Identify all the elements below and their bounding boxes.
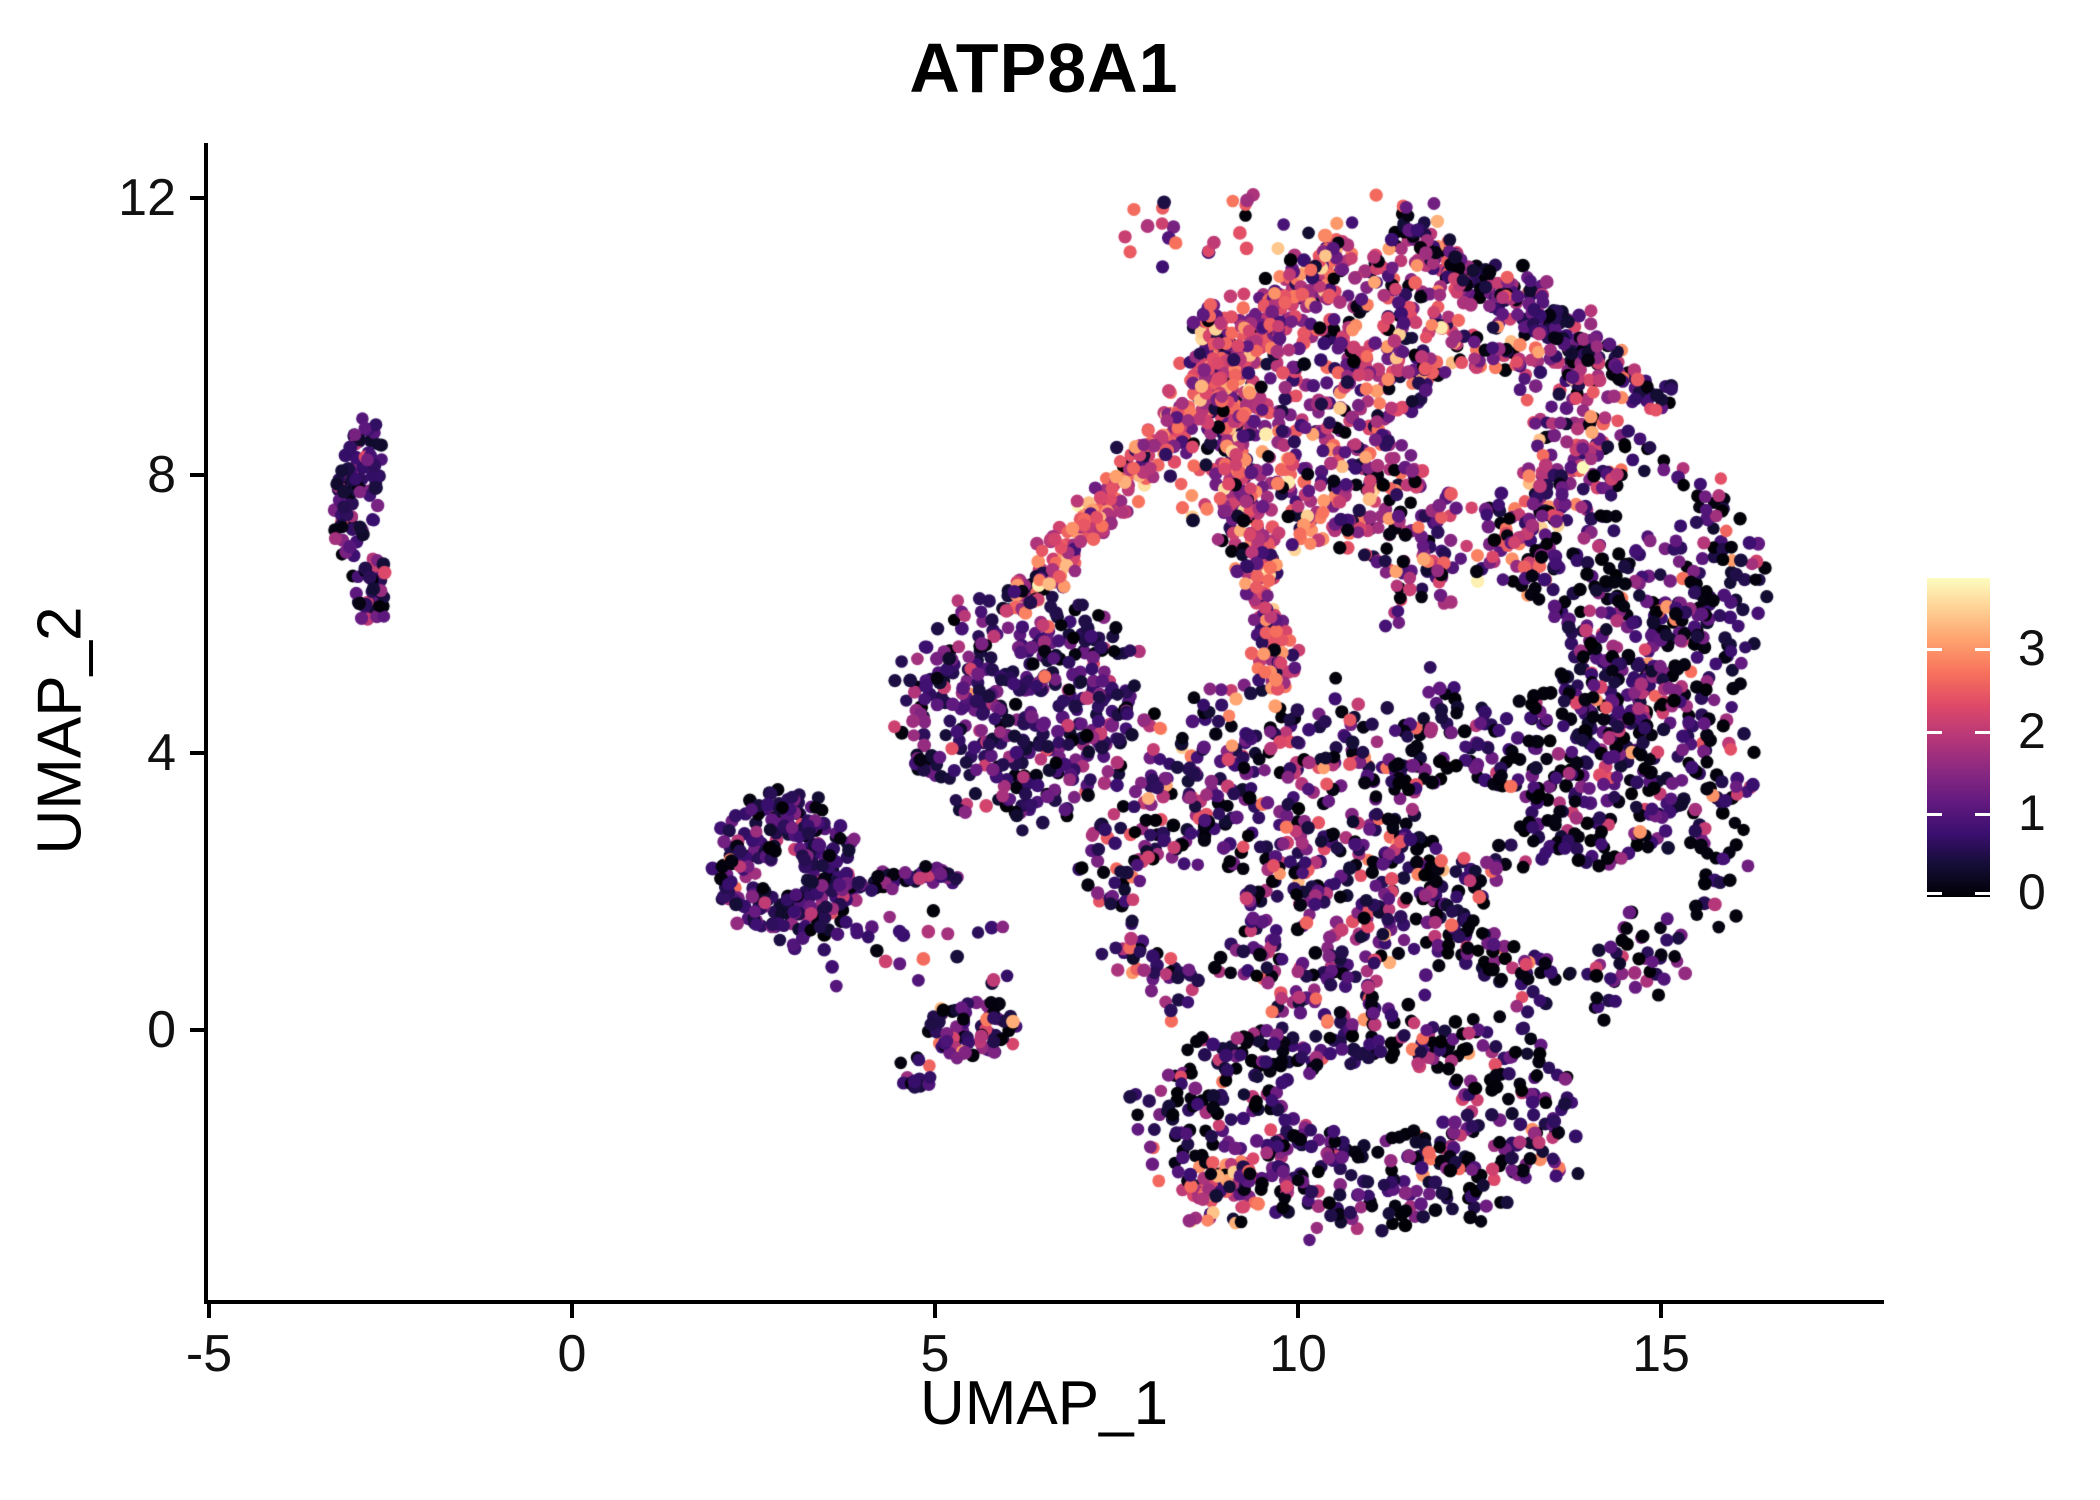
colorbar-tick-label: 3 bbox=[2018, 620, 2046, 677]
y-tick-mark bbox=[190, 196, 204, 201]
colorbar-tick-label: 2 bbox=[2018, 702, 2046, 759]
colorbar-tick-mark bbox=[1927, 813, 1942, 817]
y-axis-title: UMAP_2 bbox=[25, 606, 95, 855]
y-tick-mark bbox=[190, 1028, 204, 1032]
x-tick-label: -5 bbox=[185, 1325, 233, 1383]
y-tick-label: 0 bbox=[147, 1001, 176, 1059]
x-tick-label: 0 bbox=[557, 1325, 587, 1383]
y-axis-line bbox=[204, 143, 208, 1304]
colorbar-tick-mark bbox=[1927, 648, 1942, 652]
x-tick-mark bbox=[933, 1304, 937, 1318]
x-tick-mark bbox=[1659, 1304, 1663, 1318]
y-tick-mark bbox=[190, 750, 204, 755]
y-tick-mark bbox=[190, 473, 204, 478]
colorbar-tick-label: 0 bbox=[2018, 864, 2046, 920]
x-tick-label: 10 bbox=[1269, 1325, 1327, 1383]
x-axis-title: UMAP_1 bbox=[919, 1369, 1169, 1438]
colorbar-tick-mark bbox=[1975, 892, 1990, 895]
x-tick-mark bbox=[1296, 1304, 1300, 1318]
x-tick-label: 5 bbox=[920, 1325, 950, 1383]
colorbar-tick-mark bbox=[1927, 892, 1942, 895]
y-tick-label: 4 bbox=[147, 723, 176, 782]
colorbar-tick-label: 1 bbox=[2018, 785, 2046, 842]
expression-colorbar bbox=[1927, 578, 1990, 897]
x-tick-label: 15 bbox=[1632, 1325, 1690, 1383]
colorbar-tick-mark bbox=[1927, 730, 1942, 734]
colorbar-tick-mark bbox=[1975, 730, 1990, 734]
y-tick-label: 8 bbox=[147, 446, 176, 505]
x-axis-line bbox=[204, 1300, 1884, 1304]
x-tick-mark bbox=[570, 1304, 574, 1318]
colorbar-tick-mark bbox=[1975, 648, 1990, 652]
x-tick-mark bbox=[207, 1304, 211, 1318]
y-tick-label: 12 bbox=[118, 169, 176, 228]
colorbar-tick-mark bbox=[1975, 813, 1990, 817]
